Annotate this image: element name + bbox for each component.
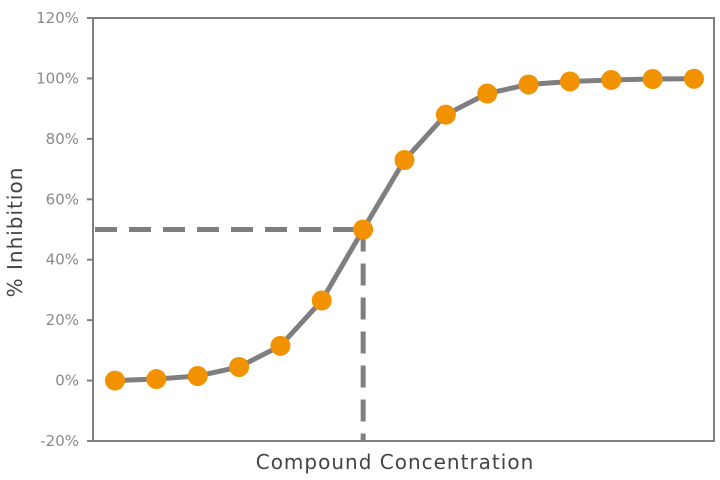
data-point	[684, 68, 704, 89]
series-layer	[105, 68, 704, 391]
plot-frame	[92, 17, 715, 442]
data-point	[394, 150, 415, 171]
y-tick-label: 80%	[46, 130, 79, 148]
x-axis-title: Compound Concentration	[256, 450, 535, 474]
data-point	[270, 335, 291, 356]
y-tick-label: 100%	[36, 69, 79, 87]
y-tick-label: -20%	[40, 432, 79, 450]
data-point	[559, 71, 580, 92]
data-point	[601, 69, 622, 90]
data-point	[477, 83, 498, 104]
data-point	[518, 74, 539, 95]
data-point	[311, 290, 332, 311]
data-point	[105, 370, 125, 391]
data-point	[187, 366, 208, 387]
data-point	[435, 104, 456, 125]
y-axis-title: % Inhibition	[3, 167, 27, 298]
data-point	[229, 356, 250, 377]
y-tick-label: 60%	[46, 190, 79, 208]
data-point	[642, 69, 663, 90]
data-point	[353, 219, 374, 240]
y-axis-ticks: -20% 0% 20% 40% 60% 80% 100% 120%	[36, 9, 93, 450]
y-tick-label: 40%	[46, 251, 79, 269]
ic50-reference-lines	[95, 227, 366, 441]
y-tick-label: 0%	[55, 372, 79, 390]
data-point	[146, 369, 167, 390]
y-tick-label: 20%	[46, 311, 79, 329]
y-tick-label: 120%	[36, 9, 79, 27]
